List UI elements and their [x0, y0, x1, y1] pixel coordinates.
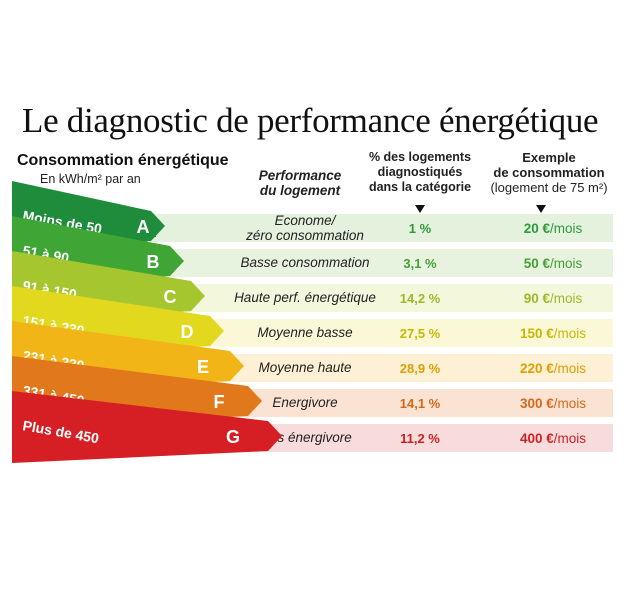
- row-background: [150, 284, 613, 312]
- performance-label: Energivore: [210, 395, 400, 410]
- example-header-line2: de consommation: [493, 165, 605, 180]
- pct-value: 28,9 %: [399, 361, 441, 376]
- cost-value: 300 €/mois: [488, 396, 618, 411]
- performance-header-line1: Performance: [258, 168, 342, 183]
- pct-value: 14,2 %: [399, 291, 441, 306]
- cost-value: 400 €/mois: [488, 431, 618, 446]
- cost-amount: 20 €: [523, 221, 550, 236]
- performance-header-line2: du logement: [259, 183, 341, 198]
- grade-letter: D: [181, 322, 194, 342]
- cost-value: 90 €/mois: [488, 291, 618, 306]
- cost-amount: 400 €: [519, 431, 554, 446]
- cost-amount: 300 €: [519, 396, 554, 411]
- pct-header: % des logements diagnostiqués dans la ca…: [360, 150, 480, 195]
- performance-label: Haute perf. énergétique: [210, 290, 400, 305]
- consumption-header: Consommation énergétique: [17, 152, 229, 169]
- pct-header-line1: % des logements: [368, 150, 472, 164]
- performance-label-line: Très énergivore: [258, 430, 352, 445]
- performance-label-line: Energivore: [272, 395, 338, 410]
- grade-letter: C: [164, 287, 177, 307]
- grade-box: [157, 287, 183, 307]
- grade-box: [174, 322, 200, 342]
- performance-label: Econome/zéro consommation: [210, 213, 400, 243]
- cost-value: 50 €/mois: [488, 256, 618, 271]
- pct-value: 14,1 %: [399, 396, 441, 411]
- cost-value: 220 €/mois: [488, 361, 618, 376]
- example-header-line3: (logement de 75 m²): [490, 180, 608, 195]
- performance-label-line: Moyenne basse: [257, 325, 353, 340]
- grade-box: [140, 252, 166, 272]
- grade-letter: E: [197, 357, 209, 377]
- cost-amount: 50 €: [523, 256, 550, 271]
- performance-label-line: Basse consommation: [240, 255, 370, 270]
- pct-value: 11,2 %: [400, 431, 440, 446]
- grade-letter: F: [214, 392, 225, 412]
- pct-header-line3: dans la catégorie: [368, 180, 472, 194]
- pct-value: 1 %: [408, 221, 432, 236]
- grade-letter: B: [147, 252, 160, 272]
- performance-label-line: zéro consommation: [246, 228, 364, 243]
- performance-label-line: Econome/: [274, 213, 336, 228]
- pct-arrow-icon: [415, 205, 425, 213]
- cost-amount: 150 €: [519, 326, 554, 341]
- row-background: [150, 319, 613, 347]
- grade-letter: G: [226, 427, 240, 447]
- pct-value: 3,1 %: [403, 256, 437, 271]
- chart-title: Le diagnostic de performance énergétique: [22, 101, 599, 140]
- cost-unit: /mois: [553, 326, 587, 341]
- performance-label: Très énergivore: [210, 430, 400, 445]
- example-header: Exemple de consommation (logement de 75 …: [484, 150, 614, 195]
- cost-amount: 220 €: [519, 361, 554, 376]
- cost-unit: /mois: [550, 291, 583, 306]
- cost-amount: 90 €: [523, 291, 550, 306]
- unit-label: En kWh/m² par an: [40, 172, 141, 186]
- cost-unit: /mois: [550, 221, 583, 236]
- performance-label: Moyenne basse: [210, 325, 400, 340]
- row-background: [150, 249, 613, 277]
- row-background: [150, 214, 613, 242]
- grade-box: [190, 357, 216, 377]
- pct-header-line2: diagnostiqués: [377, 165, 463, 179]
- grade-box: [130, 217, 156, 237]
- cost-value: 20 €/mois: [488, 221, 618, 236]
- cost-unit: /mois: [550, 256, 583, 271]
- example-arrow-icon: [536, 205, 546, 213]
- cost-unit: /mois: [553, 361, 587, 376]
- performance-label: Basse consommation: [210, 255, 400, 270]
- example-header-line1: Exemple: [522, 150, 576, 165]
- performance-label: Moyenne haute: [210, 360, 400, 375]
- cost-value: 150 €/mois: [488, 326, 618, 341]
- cost-unit: /mois: [553, 396, 587, 411]
- pct-value: 27,5 %: [399, 326, 441, 341]
- grade-box: [206, 392, 232, 412]
- grade-box: [220, 427, 246, 447]
- cost-unit: /mois: [553, 431, 587, 446]
- energy-band-g: [12, 391, 282, 463]
- performance-label-line: Moyenne haute: [258, 360, 352, 375]
- performance-header: Performance du logement: [245, 168, 355, 198]
- performance-label-line: Haute perf. énergétique: [234, 290, 376, 305]
- grade-letter: A: [137, 217, 150, 237]
